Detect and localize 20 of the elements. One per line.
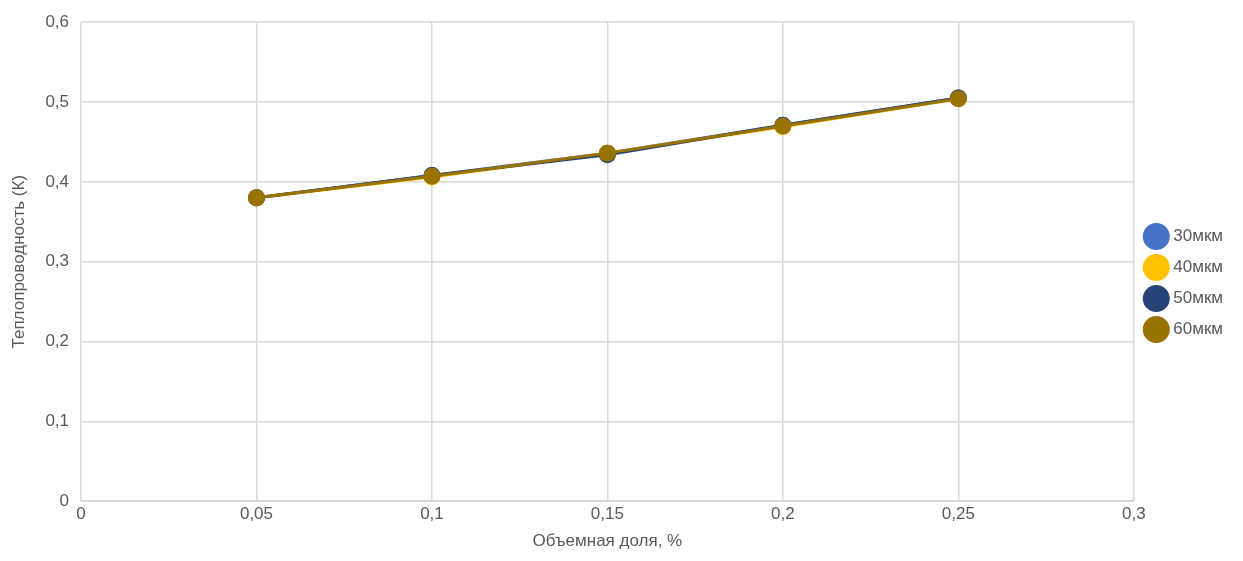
y-tick-label: 0,6 <box>45 11 70 31</box>
x-tick-label: 0,1 <box>420 504 444 524</box>
legend-label: 30мкм <box>1173 226 1224 246</box>
y-tick-label: 0,4 <box>45 171 70 191</box>
legend-label: 50мкм <box>1173 288 1224 308</box>
y-tick-label: 0,1 <box>45 411 70 431</box>
y-tick-label: 0,3 <box>45 251 70 271</box>
legend-label: 40мкм <box>1173 257 1224 277</box>
x-tick-label: 0,05 <box>239 504 274 524</box>
y-tick-label: 0,2 <box>45 331 70 351</box>
y-axis-title: Теплопроводность (К) <box>8 174 28 349</box>
x-tick-label: 0,3 <box>1121 504 1146 524</box>
x-tick-label: 0,25 <box>941 504 975 524</box>
x-tick-label: 0 <box>76 504 86 524</box>
y-tick-label: 0,5 <box>45 91 70 111</box>
y-tick-label: 0 <box>59 490 70 510</box>
legend-label: 60мкм <box>1173 319 1224 339</box>
x-tick-label: 0,15 <box>590 504 624 524</box>
x-axis-title: Объемная доля, % <box>532 531 683 551</box>
x-tick-label: 0,2 <box>771 504 795 524</box>
